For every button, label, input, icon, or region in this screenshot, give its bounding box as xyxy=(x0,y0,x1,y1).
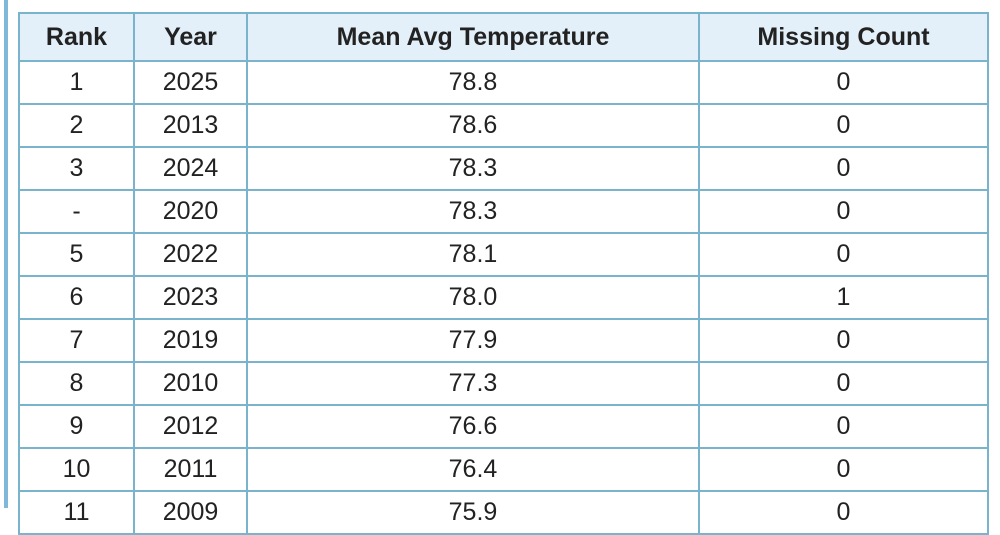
table-cell: 2022 xyxy=(133,232,248,277)
column-header: Mean Avg Temperature xyxy=(246,12,700,62)
table-cell: 0 xyxy=(698,361,989,406)
table-cell: 0 xyxy=(698,189,989,234)
table-row: 2 2013 78.6 0 xyxy=(18,103,989,148)
table-cell: 9 xyxy=(18,404,135,449)
table-cell: 2013 xyxy=(133,103,248,148)
table-cell: - xyxy=(18,189,135,234)
page: Rank Year Mean Avg Temperature Missing Coun… xyxy=(4,0,989,535)
table-row: 1 2025 78.8 0 xyxy=(18,60,989,105)
table-cell: 1 xyxy=(18,60,135,105)
table-cell: 7 xyxy=(18,318,135,363)
table-row: 3 2024 78.3 0 xyxy=(18,146,989,191)
table-cell: 78.0 xyxy=(246,275,700,320)
column-header: Year xyxy=(133,12,248,62)
table-cell: 2011 xyxy=(133,447,248,492)
table-row: 5 2022 78.1 0 xyxy=(18,232,989,277)
table-cell: 6 xyxy=(18,275,135,320)
table-row: -2020 78.3 0 xyxy=(18,189,989,234)
column-header: Rank xyxy=(18,12,135,62)
table-cell: 2009 xyxy=(133,490,248,535)
table-cell: 2024 xyxy=(133,146,248,191)
table-cell: 0 xyxy=(698,404,989,449)
table-row: 10 2011 76.4 0 xyxy=(18,447,989,492)
table-cell: 2010 xyxy=(133,361,248,406)
column-header: Missing Count xyxy=(698,12,989,62)
table-cell: 78.3 xyxy=(246,146,700,191)
table-cell: 5 xyxy=(18,232,135,277)
table-cell: 2012 xyxy=(133,404,248,449)
table-cell: 2019 xyxy=(133,318,248,363)
table-cell: 2025 xyxy=(133,60,248,105)
table-cell: 1 xyxy=(698,275,989,320)
table-cell: 0 xyxy=(698,60,989,105)
table-row: 11 2009 75.9 0 xyxy=(18,490,989,535)
table-cell: 77.3 xyxy=(246,361,700,406)
table-cell: 0 xyxy=(698,103,989,148)
table-cell: 0 xyxy=(698,232,989,277)
table-cell: 10 xyxy=(18,447,135,492)
table-cell: 76.6 xyxy=(246,404,700,449)
table-row: 7 2019 77.9 0 xyxy=(18,318,989,363)
table-row: 6 2023 78.0 1 xyxy=(18,275,989,320)
table-cell: 75.9 xyxy=(246,490,700,535)
table-header: Rank Year Mean Avg Temperature Missing Coun… xyxy=(18,12,989,62)
table-cell: 2 xyxy=(18,103,135,148)
table-cell: 0 xyxy=(698,318,989,363)
header-row: Rank Year Mean Avg Temperature Missing Coun… xyxy=(18,12,989,62)
table-cell: 3 xyxy=(18,146,135,191)
table-row: 9 2012 76.6 0 xyxy=(18,404,989,449)
table-cell: 8 xyxy=(18,361,135,406)
table-cell: 76.4 xyxy=(246,447,700,492)
table-cell: 0 xyxy=(698,146,989,191)
table-row: 8 2010 77.3 0 xyxy=(18,361,989,406)
table-cell: 78.8 xyxy=(246,60,700,105)
table-body: 1 2025 78.8 0 2 2013 78.6 0 3 2024 78.3 0-2020 78.3 0… xyxy=(18,60,989,535)
table-cell: 78.6 xyxy=(246,103,700,148)
data-table: Rank Year Mean Avg Temperature Missing Coun… xyxy=(18,12,989,535)
table-cell: 78.1 xyxy=(246,232,700,277)
table-cell: 2023 xyxy=(133,275,248,320)
table-cell: 77.9 xyxy=(246,318,700,363)
table-cell: 2020 xyxy=(133,189,248,234)
side-border xyxy=(4,0,8,508)
table-cell: 11 xyxy=(18,490,135,535)
table-cell: 0 xyxy=(698,447,989,492)
table-cell: 0 xyxy=(698,490,989,535)
table-cell: 78.3 xyxy=(246,189,700,234)
